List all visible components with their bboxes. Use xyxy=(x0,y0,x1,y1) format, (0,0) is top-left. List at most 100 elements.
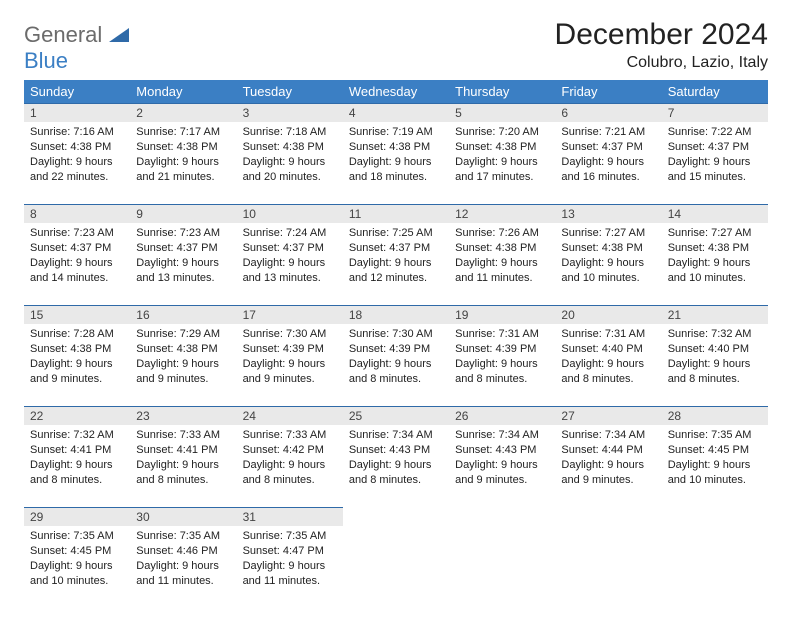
empty-cell xyxy=(343,526,449,608)
day-detail-line: Sunrise: 7:22 AM xyxy=(668,125,762,140)
day-detail-line: Sunset: 4:47 PM xyxy=(243,544,337,559)
day-detail-line: and 11 minutes. xyxy=(455,271,549,286)
day-details: Sunrise: 7:22 AMSunset: 4:37 PMDaylight:… xyxy=(662,122,768,190)
day-detail-line: and 8 minutes. xyxy=(136,473,230,488)
day-detail-line: and 13 minutes. xyxy=(243,271,337,286)
day-detail-line: and 16 minutes. xyxy=(561,170,655,185)
day-detail-line: Daylight: 9 hours xyxy=(243,357,337,372)
day-detail-line: Daylight: 9 hours xyxy=(30,256,124,271)
day-detail-line: Sunset: 4:38 PM xyxy=(668,241,762,256)
day-number: 20 xyxy=(555,305,661,324)
day-details: Sunrise: 7:34 AMSunset: 4:43 PMDaylight:… xyxy=(449,425,555,493)
day-number-row: 1234567 xyxy=(24,103,768,122)
day-detail-line: and 10 minutes. xyxy=(668,473,762,488)
day-detail-line: Daylight: 9 hours xyxy=(136,458,230,473)
day-detail-line: Sunset: 4:38 PM xyxy=(136,140,230,155)
day-details: Sunrise: 7:27 AMSunset: 4:38 PMDaylight:… xyxy=(662,223,768,291)
day-details: Sunrise: 7:19 AMSunset: 4:38 PMDaylight:… xyxy=(343,122,449,190)
day-detail-line: Sunrise: 7:28 AM xyxy=(30,327,124,342)
day-details: Sunrise: 7:35 AMSunset: 4:47 PMDaylight:… xyxy=(237,526,343,594)
day-number: 25 xyxy=(343,406,449,425)
day-detail-line: Sunrise: 7:35 AM xyxy=(136,529,230,544)
empty-cell xyxy=(449,526,555,608)
day-details: Sunrise: 7:17 AMSunset: 4:38 PMDaylight:… xyxy=(130,122,236,190)
day-content-row: Sunrise: 7:16 AMSunset: 4:38 PMDaylight:… xyxy=(24,122,768,204)
day-detail-line: and 9 minutes. xyxy=(30,372,124,387)
day-detail-line: Sunrise: 7:29 AM xyxy=(136,327,230,342)
day-detail-line: Sunset: 4:38 PM xyxy=(136,342,230,357)
day-detail-line: Daylight: 9 hours xyxy=(136,155,230,170)
weekday-header-row: Sunday Monday Tuesday Wednesday Thursday… xyxy=(24,80,768,103)
day-number: 16 xyxy=(130,305,236,324)
day-detail-line: and 10 minutes. xyxy=(30,574,124,589)
day-detail-line: Sunset: 4:45 PM xyxy=(30,544,124,559)
day-detail-line: Sunrise: 7:35 AM xyxy=(668,428,762,443)
day-detail-line: and 8 minutes. xyxy=(30,473,124,488)
brand-triangle-icon xyxy=(109,28,129,42)
day-details: Sunrise: 7:32 AMSunset: 4:41 PMDaylight:… xyxy=(24,425,130,493)
day-details: Sunrise: 7:34 AMSunset: 4:44 PMDaylight:… xyxy=(555,425,661,493)
location-label: Colubro, Lazio, Italy xyxy=(555,54,768,72)
day-details: Sunrise: 7:33 AMSunset: 4:42 PMDaylight:… xyxy=(237,425,343,493)
day-number: 10 xyxy=(237,204,343,223)
day-number: 13 xyxy=(555,204,661,223)
day-details: Sunrise: 7:31 AMSunset: 4:40 PMDaylight:… xyxy=(555,324,661,392)
day-detail-line: Daylight: 9 hours xyxy=(243,155,337,170)
day-content-row: Sunrise: 7:28 AMSunset: 4:38 PMDaylight:… xyxy=(24,324,768,406)
day-detail-line: Sunrise: 7:33 AM xyxy=(243,428,337,443)
day-detail-line: Daylight: 9 hours xyxy=(668,458,762,473)
day-number: 4 xyxy=(343,103,449,122)
day-detail-line: Sunset: 4:40 PM xyxy=(668,342,762,357)
day-number: 12 xyxy=(449,204,555,223)
day-detail-line: Sunset: 4:38 PM xyxy=(30,342,124,357)
day-detail-line: Sunrise: 7:26 AM xyxy=(455,226,549,241)
day-detail-line: Daylight: 9 hours xyxy=(30,155,124,170)
day-detail-line: Sunrise: 7:17 AM xyxy=(136,125,230,140)
day-detail-line: Daylight: 9 hours xyxy=(349,256,443,271)
day-detail-line: Sunrise: 7:31 AM xyxy=(561,327,655,342)
day-detail-line: Daylight: 9 hours xyxy=(561,155,655,170)
day-details: Sunrise: 7:28 AMSunset: 4:38 PMDaylight:… xyxy=(24,324,130,392)
day-detail-line: Daylight: 9 hours xyxy=(243,458,337,473)
day-detail-line: Daylight: 9 hours xyxy=(30,357,124,372)
day-number: 6 xyxy=(555,103,661,122)
day-details: Sunrise: 7:35 AMSunset: 4:46 PMDaylight:… xyxy=(130,526,236,594)
day-detail-line: and 12 minutes. xyxy=(349,271,443,286)
day-detail-line: and 8 minutes. xyxy=(455,372,549,387)
day-number: 31 xyxy=(237,507,343,526)
brand-part2: Blue xyxy=(24,48,68,73)
day-number: 17 xyxy=(237,305,343,324)
day-detail-line: Sunset: 4:39 PM xyxy=(349,342,443,357)
day-number: 15 xyxy=(24,305,130,324)
day-detail-line: and 18 minutes. xyxy=(349,170,443,185)
weekday-header: Saturday xyxy=(662,80,768,103)
day-number-row: 293031 xyxy=(24,507,768,526)
day-detail-line: and 11 minutes. xyxy=(243,574,337,589)
day-number-row: 891011121314 xyxy=(24,204,768,223)
day-detail-line: and 9 minutes. xyxy=(455,473,549,488)
day-detail-line: Sunrise: 7:24 AM xyxy=(243,226,337,241)
day-details: Sunrise: 7:21 AMSunset: 4:37 PMDaylight:… xyxy=(555,122,661,190)
day-number: 19 xyxy=(449,305,555,324)
empty-cell xyxy=(555,507,661,526)
day-number: 27 xyxy=(555,406,661,425)
calendar-table: Sunday Monday Tuesday Wednesday Thursday… xyxy=(24,80,768,608)
day-detail-line: and 21 minutes. xyxy=(136,170,230,185)
empty-cell xyxy=(555,526,661,608)
day-number: 21 xyxy=(662,305,768,324)
day-detail-line: Sunrise: 7:18 AM xyxy=(243,125,337,140)
empty-cell xyxy=(662,526,768,608)
day-detail-line: Daylight: 9 hours xyxy=(668,256,762,271)
month-title: December 2024 xyxy=(555,18,768,52)
day-detail-line: Sunrise: 7:34 AM xyxy=(561,428,655,443)
weekday-header: Tuesday xyxy=(237,80,343,103)
day-details: Sunrise: 7:35 AMSunset: 4:45 PMDaylight:… xyxy=(24,526,130,594)
day-details: Sunrise: 7:30 AMSunset: 4:39 PMDaylight:… xyxy=(237,324,343,392)
day-detail-line: and 11 minutes. xyxy=(136,574,230,589)
day-detail-line: Sunrise: 7:32 AM xyxy=(30,428,124,443)
empty-cell xyxy=(343,507,449,526)
day-details: Sunrise: 7:33 AMSunset: 4:41 PMDaylight:… xyxy=(130,425,236,493)
day-detail-line: Sunrise: 7:31 AM xyxy=(455,327,549,342)
day-detail-line: and 9 minutes. xyxy=(243,372,337,387)
day-detail-line: Sunset: 4:40 PM xyxy=(561,342,655,357)
